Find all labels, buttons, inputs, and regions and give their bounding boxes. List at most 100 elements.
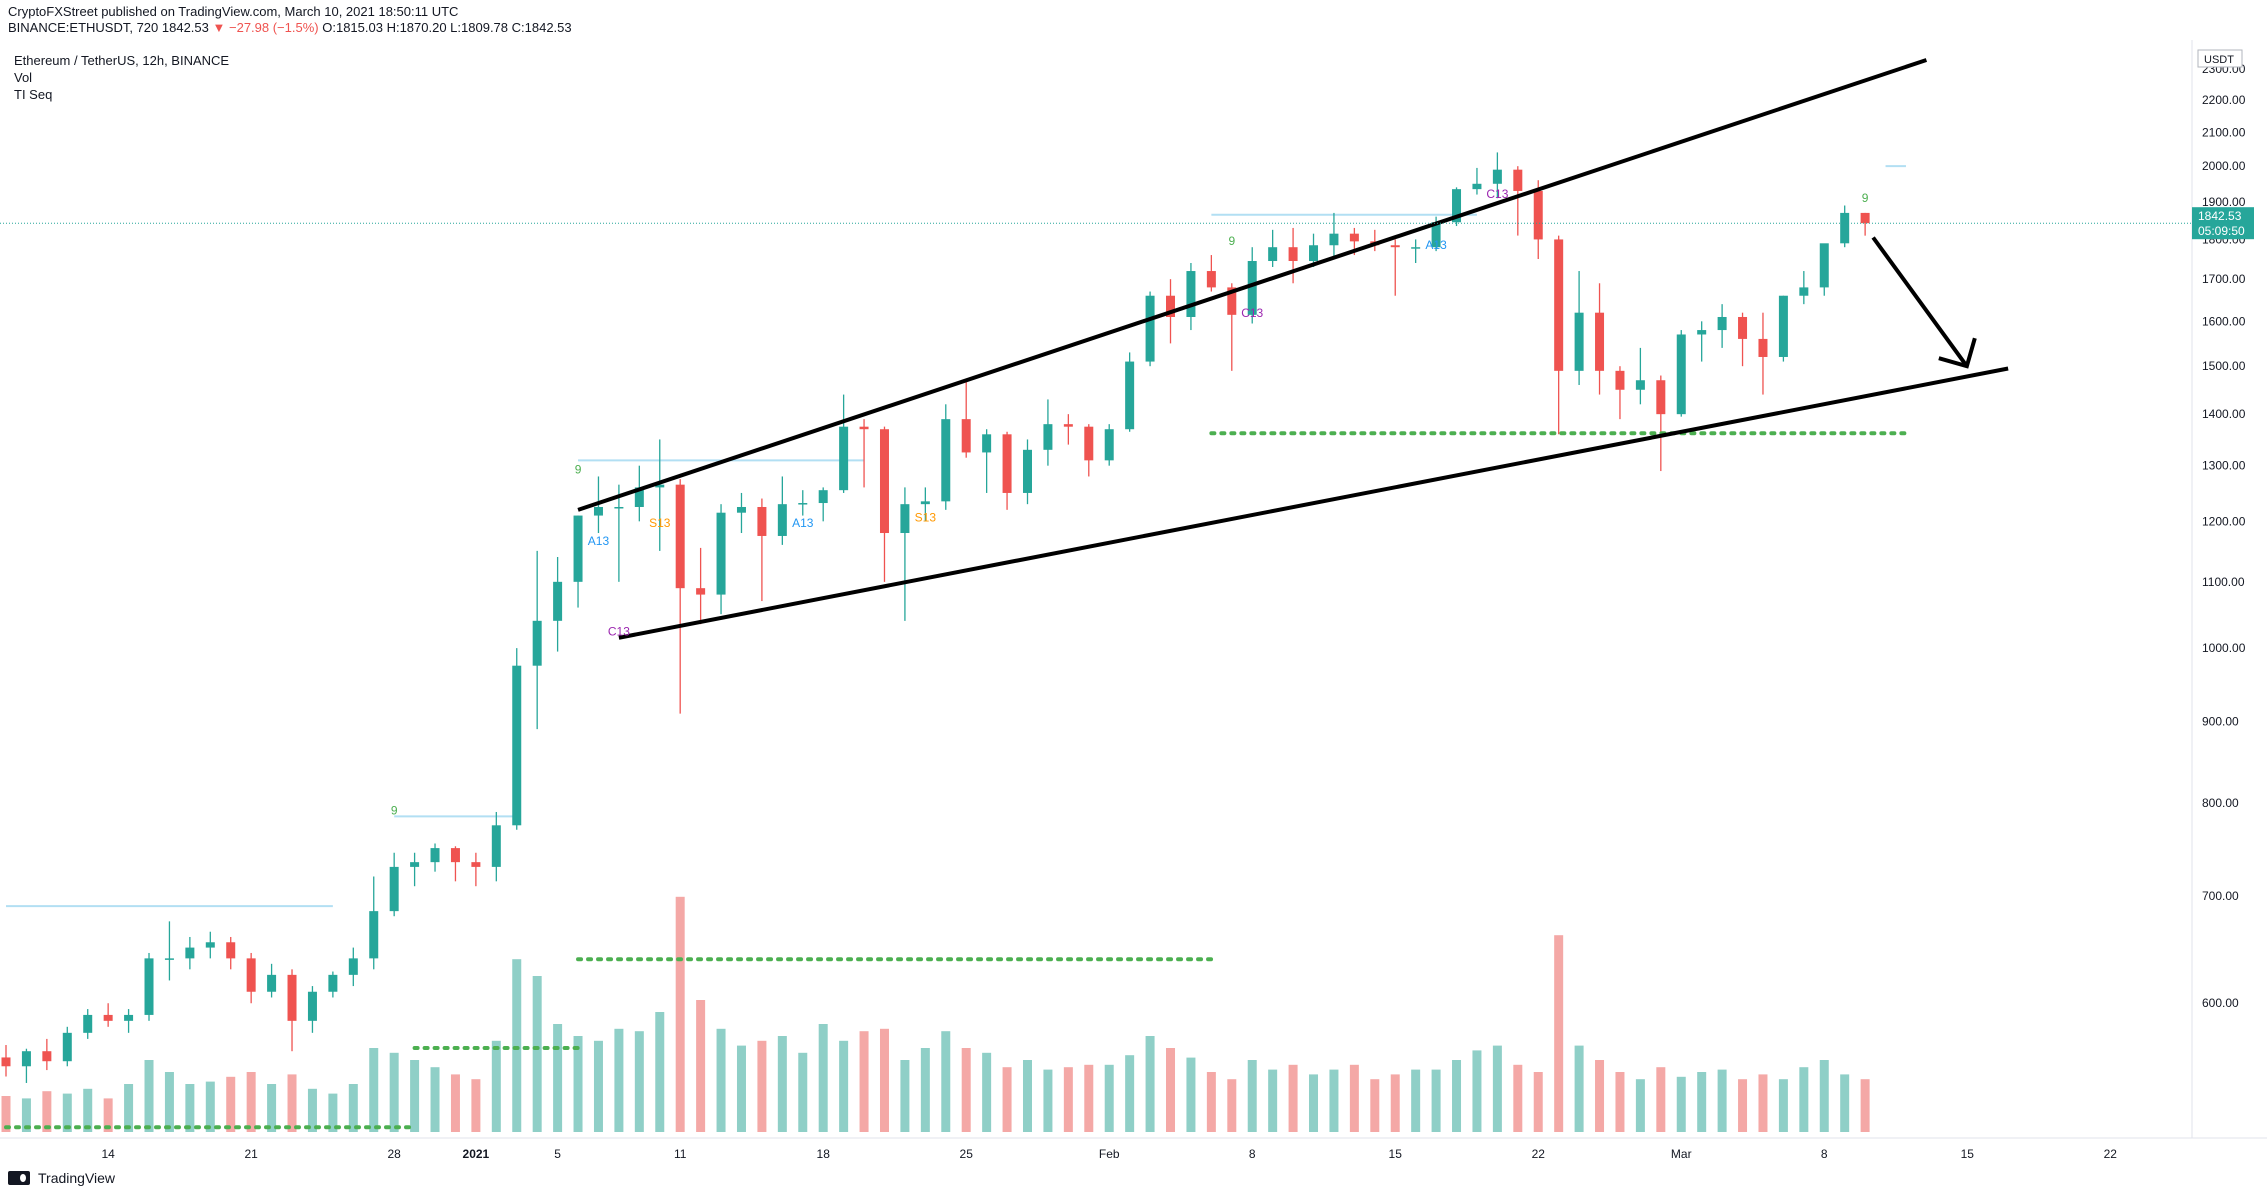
ohlc-line: BINANCE:ETHUSDT, 720 1842.53 ▼ −27.98 (−… [8, 20, 572, 35]
seq-label: C13 [1241, 306, 1263, 320]
candle-body [267, 974, 277, 992]
down-arrow-head [1938, 337, 1977, 369]
candle-body [1595, 312, 1605, 371]
price-tick-label: 1300.00 [2202, 459, 2246, 473]
candle-body [961, 419, 971, 453]
seq-label: A13 [792, 516, 814, 530]
price-tick-label: 1600.00 [2202, 314, 2246, 328]
time-tick-label: 25 [960, 1147, 974, 1161]
volume-bar [798, 1052, 808, 1132]
seq-label: S13 [915, 510, 937, 524]
footer: TradingView [8, 1170, 115, 1186]
candle-body [900, 504, 910, 534]
volume-bar [879, 1028, 889, 1132]
price-tick-label: 1900.00 [2202, 195, 2246, 209]
candle-body [634, 487, 644, 507]
volume-bar [1554, 935, 1564, 1132]
price-chart[interactable]: A13 C13 S13 A13 S13 C13 A13 C13 9 9 9 9 600.00 700.0… [0, 0, 2267, 1170]
candle-body [1533, 190, 1543, 240]
volume-bar [1084, 1064, 1094, 1132]
candle-body [226, 942, 236, 959]
volume-bar [839, 1040, 849, 1132]
candle-body [982, 434, 992, 453]
candle-body [430, 848, 440, 863]
candle-body [512, 665, 522, 826]
candle-body [818, 490, 828, 504]
candle-body [614, 506, 624, 509]
price-tick-label: 700.00 [2202, 889, 2239, 903]
candle-body [1022, 449, 1032, 493]
candle-body [1309, 245, 1319, 262]
candle-body [1247, 261, 1257, 315]
volume-bar [246, 1072, 256, 1132]
volume-bar [348, 1084, 358, 1132]
price-tick-label: 2200.00 [2202, 93, 2246, 107]
currency-badge [2197, 49, 2243, 68]
candle-body [839, 426, 849, 491]
volume-bar [1022, 1060, 1032, 1132]
volume-bar [1533, 1072, 1543, 1132]
volume-bar [716, 1028, 726, 1132]
time-axis[interactable]: 14 21 28 2021 5 11 18 25 Feb 8 15 22 Mar 8 15 22 [0, 1137, 2267, 1161]
volume-bar [614, 1028, 624, 1132]
candle-body [185, 947, 195, 959]
upper-trendline [577, 58, 1928, 512]
volume-bar [1309, 1074, 1319, 1132]
volume-bar [1860, 1079, 1870, 1132]
candles [1, 152, 1870, 1083]
volume-bar [1513, 1064, 1523, 1132]
candle-body [1574, 312, 1584, 371]
volume-bar [1329, 1069, 1339, 1132]
change-value: ▼ −27.98 (−1.5%) [212, 20, 319, 35]
candle-body [1125, 361, 1135, 430]
volume-bar [1778, 1079, 1788, 1132]
candle-body [1717, 316, 1727, 331]
volume-bar [410, 1060, 420, 1132]
volume-bar [1656, 1067, 1666, 1132]
candle-body [62, 1032, 72, 1062]
tradingview-logo-icon [8, 1171, 30, 1185]
volume-bar [1145, 1036, 1155, 1132]
volume-bar [83, 1088, 93, 1132]
candle-body [307, 991, 317, 1021]
candle-body [859, 426, 869, 430]
price-tick-label: 1700.00 [2202, 272, 2246, 286]
volume-bar [1227, 1079, 1237, 1132]
legend-title[interactable]: Ethereum / TetherUS, 12h, BINANCE [14, 53, 230, 68]
candle-body [1145, 295, 1155, 362]
price-tick-label: 1000.00 [2202, 641, 2246, 655]
price-axis[interactable]: 600.00 700.00 800.00 900.00 1000.00 1100.00 12… [0, 40, 2254, 1138]
volume-bar [777, 1036, 787, 1132]
time-tick-label: 11 [674, 1147, 687, 1161]
legend-indicator[interactable]: TI Seq [14, 87, 53, 102]
candle-body [1819, 243, 1829, 288]
volume-bar [675, 896, 685, 1132]
volume-bar [450, 1074, 460, 1132]
volume-bar [185, 1084, 195, 1132]
candle-body [21, 1051, 31, 1067]
candle-body [389, 866, 399, 912]
down-arrow-shaft [1871, 236, 1969, 368]
candle-body [369, 911, 379, 959]
legend-vol[interactable]: Vol [14, 70, 33, 85]
volume-bar [696, 1000, 706, 1132]
candle-body [1206, 271, 1216, 288]
volume-bar [1043, 1069, 1053, 1132]
candle-body [1431, 222, 1441, 248]
time-tick-label: Feb [1099, 1147, 1120, 1161]
volume-bar [1125, 1055, 1135, 1132]
candle-body [736, 506, 746, 513]
seq-label: C13 [608, 625, 630, 639]
volume-bar [491, 1040, 501, 1132]
time-tick-label: 21 [244, 1147, 258, 1161]
volume-bar [859, 1031, 869, 1132]
candle-body [1227, 287, 1237, 315]
time-tick-label: 15 [1389, 1147, 1403, 1161]
volume-bar [1595, 1060, 1605, 1132]
seq-label: C13 [1486, 187, 1508, 201]
volume-bar [1492, 1045, 1502, 1132]
volume-bar [1063, 1067, 1073, 1132]
time-tick-label: 28 [387, 1147, 401, 1161]
volume-bar [818, 1024, 828, 1132]
candle-body [103, 1014, 113, 1021]
